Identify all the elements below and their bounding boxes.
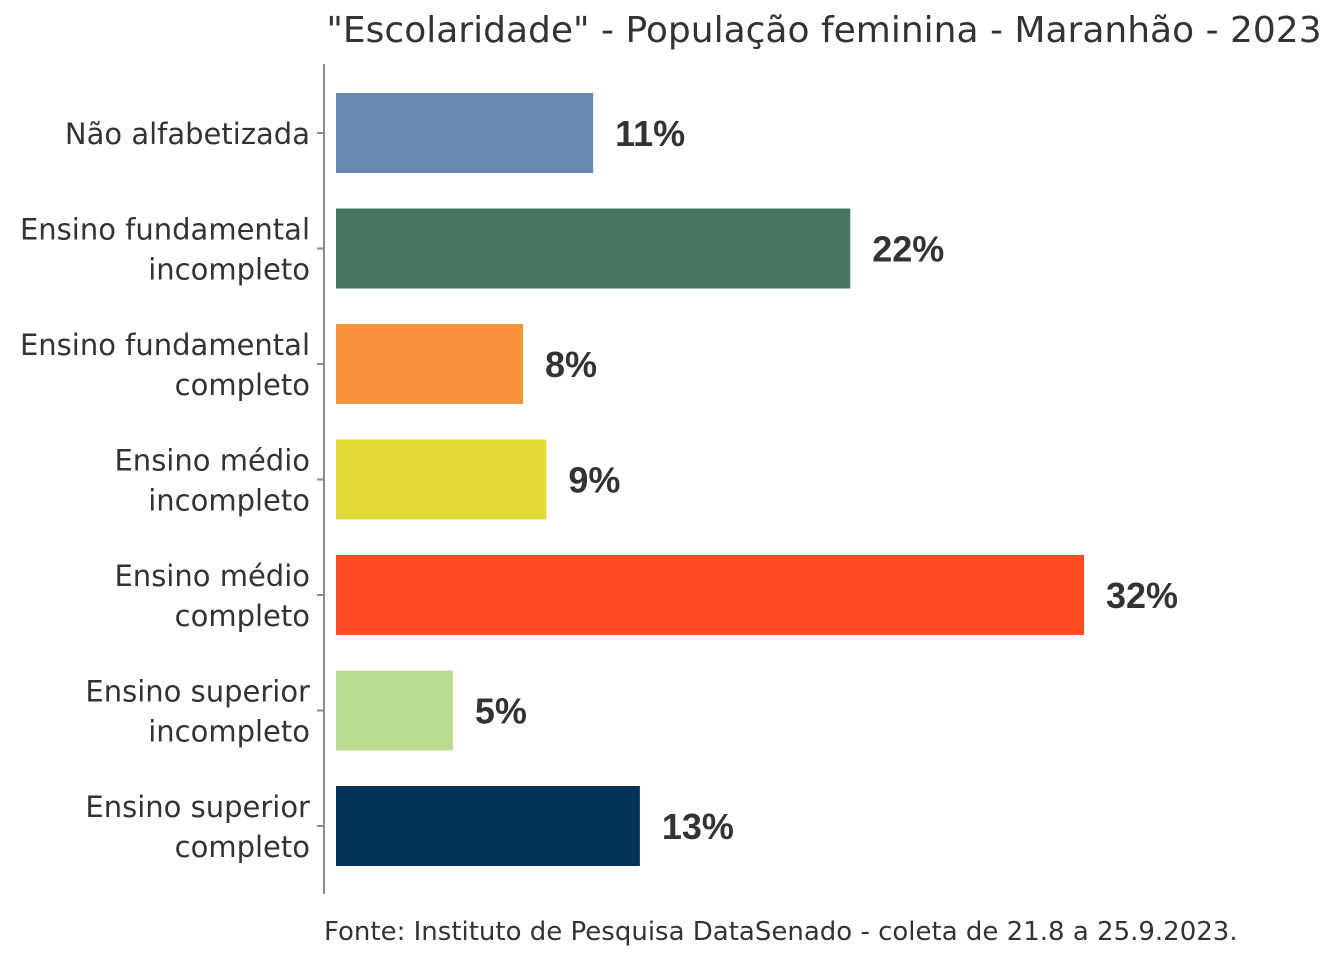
value-labels: 11% 22% 8% 9% 32% 5% 13% (475, 113, 1178, 847)
category-label-3: Ensino fundamental completo (20, 328, 310, 402)
bar-5 (336, 555, 1084, 635)
bar-7 (336, 786, 640, 866)
value-label-4: 9% (568, 460, 620, 501)
category-label-1: Não alfabetizada (65, 117, 310, 151)
category-label-5: Ensino médio completo (114, 559, 310, 633)
value-label-3: 8% (545, 344, 597, 385)
value-label-7: 13% (662, 806, 734, 847)
bar-4 (336, 439, 547, 520)
category-labels: Não alfabetizada Ensino fundamental incomp… (20, 117, 310, 864)
value-label-2: 22% (872, 229, 944, 270)
category-label-2: Ensino fundamental incompleto (20, 213, 310, 287)
value-label-5: 32% (1106, 575, 1178, 616)
bar-2 (336, 208, 851, 289)
bar-3 (336, 324, 523, 404)
y-axis-ticks (317, 132, 324, 827)
value-label-6: 5% (475, 691, 527, 732)
chart-title: "Escolaridade" - População feminina - Ma… (326, 10, 1321, 51)
source-note: Fonte: Instituto de Pesquisa DataSenado … (324, 917, 1238, 947)
category-label-6: Ensino superior incompleto (85, 675, 310, 749)
bar-1 (336, 93, 594, 173)
bars-group (336, 93, 1084, 866)
bar-6 (336, 670, 453, 751)
value-label-1: 11% (615, 113, 685, 154)
category-label-4: Ensino médio incompleto (114, 444, 310, 518)
category-label-7: Ensino superior completo (85, 790, 310, 864)
